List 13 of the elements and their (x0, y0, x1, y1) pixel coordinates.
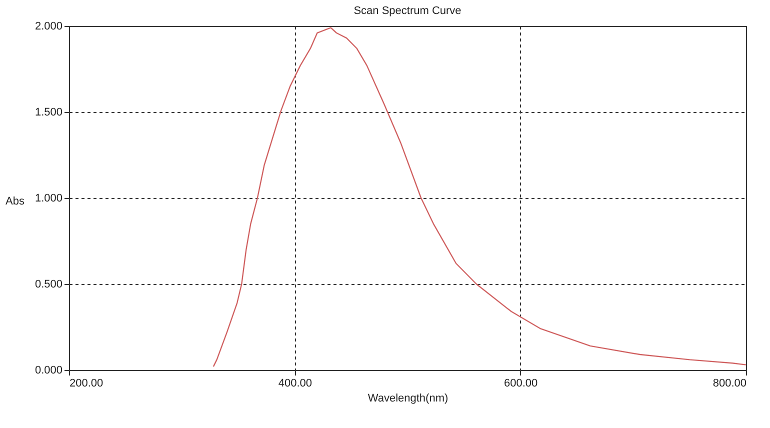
x-tick-label: 600.00 (504, 378, 538, 390)
y-axis-title: Abs (6, 196, 25, 208)
x-tick-label: 200.00 (70, 378, 104, 390)
y-tick-label: 1.000 (34, 192, 62, 204)
line-series (212, 27, 746, 368)
x-tick-label: 400.00 (278, 378, 312, 390)
x-tick-label: 800.00 (712, 378, 746, 390)
chart-title: Scan Spectrum Curve (354, 5, 462, 17)
x-axis-title: Wavelength(nm) (368, 392, 448, 404)
y-tick-label: 0.000 (34, 364, 62, 376)
y-tick-label: 0.500 (34, 278, 62, 290)
y-tick-label: 1.500 (34, 106, 62, 118)
y-tick-label: 2.000 (34, 20, 62, 32)
